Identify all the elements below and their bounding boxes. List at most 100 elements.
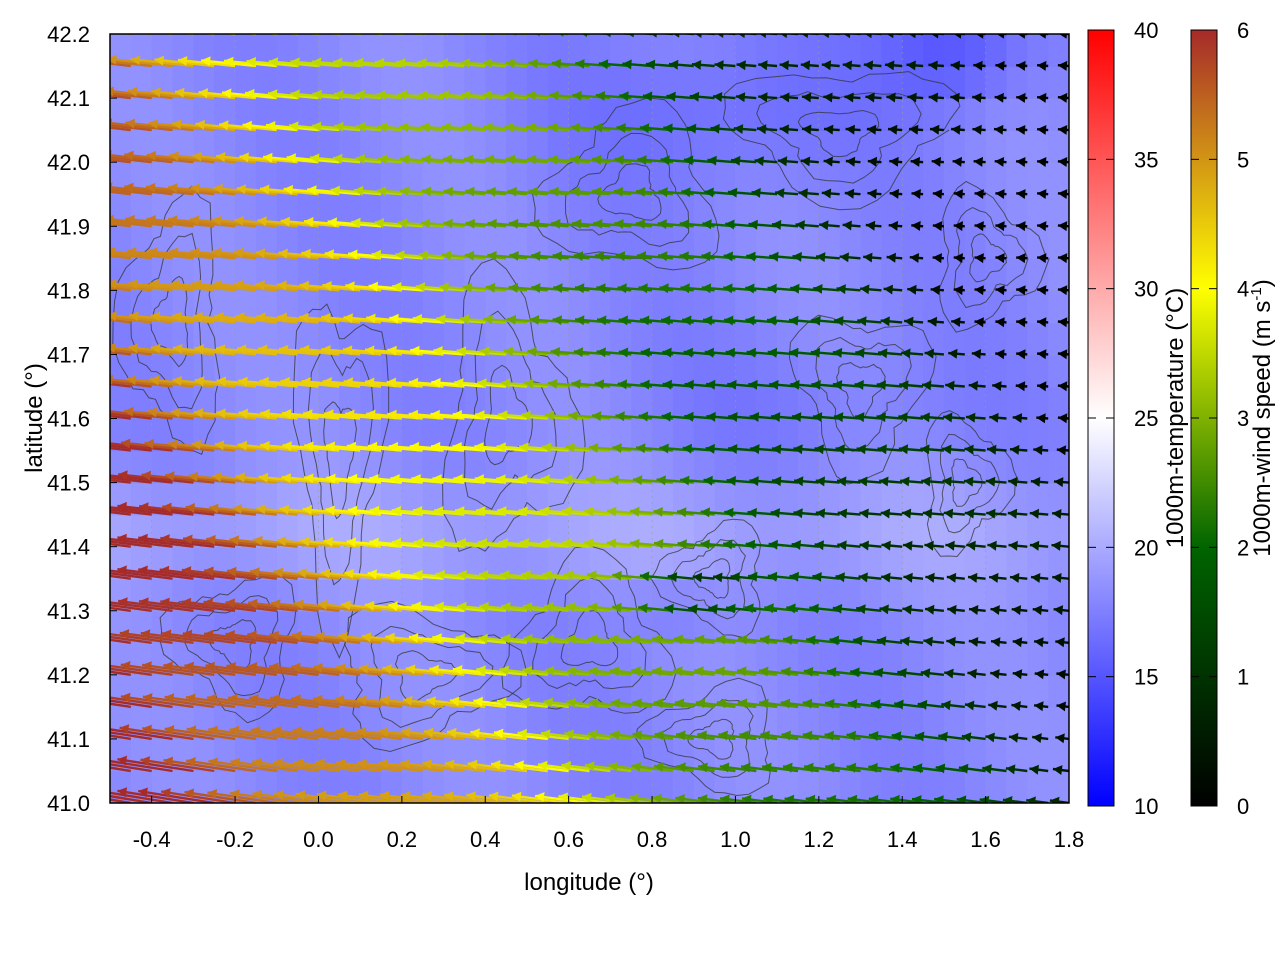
wind-vector-head xyxy=(683,155,694,166)
wind-vector-head xyxy=(110,214,114,225)
temperature-cell xyxy=(714,738,737,772)
wind-vector-head xyxy=(42,246,52,256)
temperature-cell xyxy=(527,226,549,260)
wind-vector-head xyxy=(705,443,715,454)
wind-vector xyxy=(164,474,236,484)
temperature-cell xyxy=(693,258,716,292)
temperature-cell xyxy=(943,482,966,516)
wind-vector-head xyxy=(736,60,746,71)
wind-vector-head xyxy=(505,58,515,69)
wind-vector-head xyxy=(379,695,390,706)
wind-vector xyxy=(110,638,131,644)
wind-vector-head xyxy=(501,633,511,644)
temperature-cell xyxy=(568,738,591,772)
temperature-cell xyxy=(1027,354,1049,388)
temperature-cell xyxy=(985,290,1008,324)
temperature-cell xyxy=(902,226,924,260)
wind-vector xyxy=(110,702,131,709)
wind-vector-head xyxy=(596,283,606,294)
wind-vector-head xyxy=(429,664,439,675)
temperature-cell xyxy=(464,482,486,516)
temperature-cell xyxy=(902,34,924,67)
wind-vector-head xyxy=(517,728,527,739)
temperature-cell xyxy=(1027,98,1049,131)
wind-vector-head xyxy=(858,572,868,583)
wind-vector-head xyxy=(750,444,760,455)
wind-vector-head xyxy=(449,696,460,707)
wind-vector-head xyxy=(780,34,788,39)
wind-vector-head xyxy=(522,665,532,676)
wind-vector-head xyxy=(140,629,151,640)
temperature-cell xyxy=(485,738,507,772)
wind-vector-head xyxy=(695,698,706,709)
temperature-cell xyxy=(756,514,778,548)
wind-vector xyxy=(110,446,131,452)
wind-vector-head xyxy=(931,34,939,39)
temperature-cell xyxy=(964,771,987,803)
wind-vector-head xyxy=(61,54,71,64)
wind-vector-head xyxy=(403,695,413,706)
wind-vector xyxy=(120,663,194,676)
wind-vector xyxy=(251,760,319,773)
wind-vector-head xyxy=(1026,796,1036,803)
wind-vector-head xyxy=(250,567,260,578)
wind-vector-head xyxy=(139,597,149,608)
temperature-cell xyxy=(422,482,445,516)
wind-vector-head xyxy=(961,732,972,743)
temperature-cell xyxy=(1006,578,1029,612)
wind-vector-head xyxy=(206,534,216,545)
temperature-cell xyxy=(1027,578,1049,612)
temperature-cell xyxy=(1027,162,1049,195)
wind-vector-head xyxy=(519,442,529,453)
wind-vector-head xyxy=(769,379,779,390)
wind-vector xyxy=(140,758,215,773)
temperature-cell xyxy=(818,546,841,580)
wind-vector-head xyxy=(256,312,266,323)
wind-vector-head xyxy=(531,283,541,293)
wind-vector xyxy=(336,761,403,773)
wind-vector xyxy=(184,664,257,676)
wind-vector-head xyxy=(118,470,128,481)
temperature-cell xyxy=(860,226,883,260)
wind-vector-head xyxy=(248,598,258,609)
wind-vector xyxy=(110,190,131,196)
temperature-cell xyxy=(756,258,778,292)
wind-vector-head xyxy=(467,759,478,770)
wind-vector-head xyxy=(276,536,287,547)
wind-vector-head xyxy=(586,474,596,485)
wind-vector-head xyxy=(281,473,291,484)
wind-vector-head xyxy=(1029,508,1040,519)
wind-vector-head xyxy=(413,569,423,580)
wind-vector-head xyxy=(291,694,301,705)
wind-vector-head xyxy=(953,285,963,296)
wind-vector xyxy=(170,282,236,292)
temperature-cell xyxy=(777,546,799,580)
temperature-cell xyxy=(506,162,528,195)
wind-vector-head xyxy=(593,122,603,133)
temperature-cell xyxy=(568,482,591,516)
temperature-cell xyxy=(1006,738,1029,772)
wind-vector xyxy=(120,695,194,709)
wind-vector-head xyxy=(865,92,875,103)
temperature-cell xyxy=(964,450,987,484)
wind-vector-head xyxy=(181,566,192,576)
temperature-cell xyxy=(672,386,695,420)
wind-vector-head xyxy=(974,285,984,296)
temperature-cell xyxy=(339,258,361,292)
temperature-cell xyxy=(985,258,1008,292)
wind-vector-head xyxy=(654,730,664,741)
wind-vector-head xyxy=(908,34,916,39)
wind-vector-head xyxy=(399,186,409,197)
temperature-cell xyxy=(860,482,883,516)
temperature-cell xyxy=(943,322,966,356)
wind-vector-head xyxy=(669,59,679,70)
wind-vector-head xyxy=(549,186,559,197)
wind-vector xyxy=(150,314,215,324)
wind-vector-head xyxy=(522,602,533,612)
wind-vector-head xyxy=(482,58,493,69)
wind-vector xyxy=(270,601,340,612)
wind-vector-head xyxy=(110,311,117,321)
wind-vector-head xyxy=(645,59,656,70)
temperature-cell xyxy=(839,482,862,516)
temperature-cell xyxy=(798,514,820,548)
